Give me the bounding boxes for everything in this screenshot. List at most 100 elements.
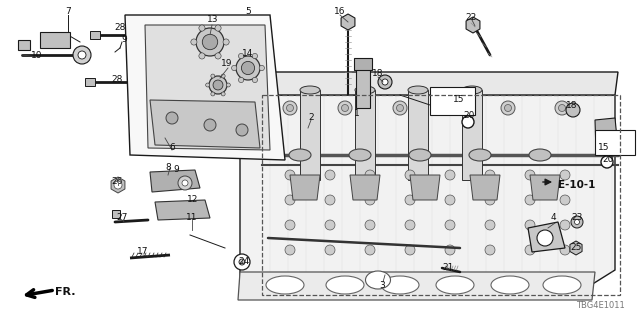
Text: 3: 3 xyxy=(379,281,385,290)
Circle shape xyxy=(223,39,229,45)
Text: 27: 27 xyxy=(116,213,128,222)
Circle shape xyxy=(211,92,215,96)
Text: 19: 19 xyxy=(221,59,233,68)
Polygon shape xyxy=(595,118,618,152)
Bar xyxy=(18,40,30,50)
Ellipse shape xyxy=(300,86,320,94)
Ellipse shape xyxy=(408,86,428,94)
Circle shape xyxy=(566,103,580,117)
Circle shape xyxy=(236,56,260,80)
Polygon shape xyxy=(125,15,285,160)
Circle shape xyxy=(525,245,535,255)
Circle shape xyxy=(166,112,178,124)
Bar xyxy=(40,32,70,48)
Circle shape xyxy=(259,65,264,71)
Circle shape xyxy=(215,53,221,59)
Circle shape xyxy=(227,83,230,87)
Polygon shape xyxy=(238,272,595,300)
Text: 12: 12 xyxy=(188,196,198,204)
Circle shape xyxy=(365,170,375,180)
Text: 21: 21 xyxy=(442,262,454,271)
Text: 28: 28 xyxy=(115,23,125,33)
Circle shape xyxy=(196,28,224,56)
Polygon shape xyxy=(150,170,200,192)
Circle shape xyxy=(485,245,495,255)
Circle shape xyxy=(560,245,570,255)
Text: 16: 16 xyxy=(334,7,346,17)
Circle shape xyxy=(525,170,535,180)
Circle shape xyxy=(397,105,403,111)
Circle shape xyxy=(571,216,583,228)
Ellipse shape xyxy=(469,149,491,161)
Circle shape xyxy=(325,220,335,230)
Text: 20: 20 xyxy=(602,156,614,164)
Circle shape xyxy=(182,180,188,186)
Circle shape xyxy=(252,53,257,59)
Circle shape xyxy=(202,34,218,50)
Ellipse shape xyxy=(529,149,551,161)
Polygon shape xyxy=(150,100,260,148)
Circle shape xyxy=(211,74,215,78)
Circle shape xyxy=(215,25,221,31)
Circle shape xyxy=(560,220,570,230)
Text: 24: 24 xyxy=(238,257,250,266)
Polygon shape xyxy=(530,175,560,200)
Circle shape xyxy=(287,105,294,111)
Circle shape xyxy=(232,65,237,71)
Polygon shape xyxy=(528,222,565,252)
Circle shape xyxy=(555,101,569,115)
Circle shape xyxy=(114,181,122,189)
Ellipse shape xyxy=(381,276,419,294)
Text: 26: 26 xyxy=(111,178,123,187)
Circle shape xyxy=(445,245,455,255)
Circle shape xyxy=(234,254,250,270)
Ellipse shape xyxy=(543,276,581,294)
Circle shape xyxy=(405,170,415,180)
Circle shape xyxy=(325,195,335,205)
Circle shape xyxy=(382,79,388,85)
Circle shape xyxy=(365,245,375,255)
Circle shape xyxy=(445,220,455,230)
Bar xyxy=(355,90,375,180)
Circle shape xyxy=(285,220,295,230)
Circle shape xyxy=(405,220,415,230)
Circle shape xyxy=(485,170,495,180)
Bar xyxy=(462,90,482,180)
Text: E-10-1: E-10-1 xyxy=(558,180,595,190)
Bar xyxy=(356,63,370,108)
Bar xyxy=(430,87,475,115)
Circle shape xyxy=(525,195,535,205)
Ellipse shape xyxy=(462,86,482,94)
Circle shape xyxy=(239,259,245,265)
Circle shape xyxy=(405,245,415,255)
Circle shape xyxy=(560,170,570,180)
Ellipse shape xyxy=(289,149,311,161)
Text: 18: 18 xyxy=(566,101,578,110)
Circle shape xyxy=(283,101,297,115)
Circle shape xyxy=(525,220,535,230)
Circle shape xyxy=(325,245,335,255)
Polygon shape xyxy=(470,175,500,200)
Text: 11: 11 xyxy=(186,213,198,222)
Circle shape xyxy=(252,77,257,83)
Circle shape xyxy=(221,92,225,96)
Bar xyxy=(300,90,320,180)
Text: 20: 20 xyxy=(463,111,475,121)
Circle shape xyxy=(178,176,192,190)
Circle shape xyxy=(365,220,375,230)
Ellipse shape xyxy=(349,149,371,161)
Circle shape xyxy=(501,101,515,115)
Circle shape xyxy=(560,195,570,205)
Circle shape xyxy=(285,195,295,205)
Text: 14: 14 xyxy=(243,50,253,59)
Ellipse shape xyxy=(365,271,390,289)
Circle shape xyxy=(236,124,248,136)
Text: 7: 7 xyxy=(65,7,71,17)
Text: 4: 4 xyxy=(550,213,556,222)
Text: 23: 23 xyxy=(572,212,582,221)
Ellipse shape xyxy=(326,276,364,294)
Circle shape xyxy=(241,61,255,75)
Circle shape xyxy=(393,101,407,115)
Circle shape xyxy=(199,53,205,59)
Circle shape xyxy=(205,83,210,87)
